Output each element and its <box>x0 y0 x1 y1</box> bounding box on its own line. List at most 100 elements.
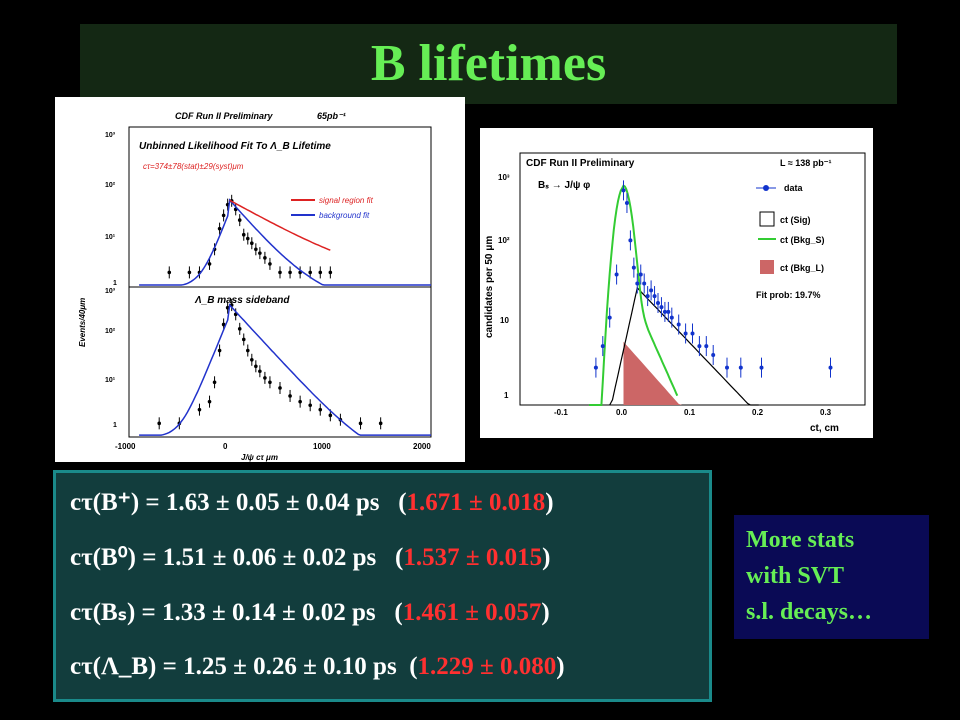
data-point <box>666 309 671 314</box>
data-point <box>207 399 212 404</box>
plot2-ylabel: candidates per 50 μm <box>484 236 495 338</box>
data-point <box>358 421 363 426</box>
data-point <box>207 262 212 266</box>
data-point <box>318 407 323 412</box>
data-point <box>725 365 729 370</box>
data-point <box>662 309 667 314</box>
plot1-b-ytick-10: 10¹ <box>105 377 116 384</box>
data-point <box>828 365 833 370</box>
result-lambda-b-pdg: 1.229 ± 0.080 <box>417 653 557 680</box>
bottom-panel-frame <box>128 286 432 438</box>
plot2-header: CDF Run II Preliminary <box>526 158 635 169</box>
data-point <box>221 322 226 327</box>
result-bs-pdg: 1.461 ± 0.057 <box>402 599 542 626</box>
data-point <box>635 281 640 286</box>
plot1-ytick-10: 10¹ <box>105 234 116 241</box>
plot2-lumi: L ≈ 138 pb⁻¹ <box>780 158 832 168</box>
data-point <box>241 337 246 342</box>
data-point <box>258 369 262 374</box>
data-point <box>221 213 226 218</box>
plot2-process: Bₛ → J/ψ φ <box>538 180 590 191</box>
data-point <box>263 376 267 380</box>
lambda-b-lifetime-svg: CDF Run II Preliminary 65pb⁻¹ Unbinned L… <box>78 111 432 462</box>
data-point <box>308 270 312 275</box>
data-point <box>328 413 333 418</box>
plot1-fit-result: cτ=374±78(stat)±29(syst)μm <box>143 162 244 171</box>
plot1-xtick-1: 0 <box>223 442 228 451</box>
plot2-xlabel: ct, cm <box>810 423 839 434</box>
data-point <box>187 270 192 275</box>
plot1-data-marks <box>139 194 431 436</box>
data-point <box>254 364 258 369</box>
lifetime-results-box: cτ(B⁺) = 1.63 ± 0.05 ± 0.04 ps (1.671 ± … <box>53 470 712 702</box>
data-point <box>241 232 246 237</box>
plot2-fit-prob: Fit prob: 19.7% <box>756 290 821 300</box>
bs-lifetime-svg: CDF Run II Preliminary L ≈ 138 pb⁻¹ Bₛ →… <box>484 152 866 434</box>
plot2-ytick-1: 1 <box>504 391 509 400</box>
data-point <box>690 331 695 336</box>
data-point <box>258 251 262 255</box>
data-point <box>697 344 702 349</box>
legend-bkgl-box <box>760 260 774 274</box>
data-point <box>298 399 302 404</box>
plot2-xtick-2: 0.1 <box>684 408 696 417</box>
data-point <box>268 380 272 385</box>
data-point <box>288 270 292 275</box>
legend-data-label: data <box>784 183 804 193</box>
plot1-lumi: 65pb⁻¹ <box>317 111 346 121</box>
plot2-xtick-1: 0.0 <box>616 408 628 417</box>
result-bs-label: cτ(Bₛ) <box>70 599 136 626</box>
result-lambda-b: cτ(Λ_B) = 1.25 ± 0.26 ± 0.10 ps (1.229 ±… <box>70 653 565 680</box>
plot2-ytick-10: 10 <box>500 316 509 325</box>
data-point <box>263 256 267 260</box>
plot2-xtick-0: -0.1 <box>554 408 568 417</box>
plot1-b-ytick-1: 1 <box>113 422 117 429</box>
result-b-plus-label: cτ(B⁺) <box>70 489 140 516</box>
result-b-plus-pdg: 1.671 ± 0.018 <box>406 489 546 516</box>
note-line-1: More stats <box>746 527 855 553</box>
data-point <box>652 294 657 299</box>
legend-background-label: background fit <box>319 211 370 220</box>
title-bar: B lifetimes <box>80 24 897 104</box>
result-bs-value: = 1.33 ± 0.14 ± 0.02 ps <box>141 599 376 626</box>
data-point <box>704 344 709 349</box>
data-point <box>645 294 650 299</box>
result-b-zero-label: cτ(B⁰) <box>70 544 136 571</box>
data-point <box>157 421 161 426</box>
data-point <box>328 270 333 275</box>
data-point <box>656 300 660 305</box>
plot1-ytick-100: 10² <box>105 182 116 189</box>
data-point <box>268 262 272 266</box>
data-point <box>250 241 254 246</box>
plot2-data-marks <box>589 180 833 406</box>
data-point <box>759 365 764 370</box>
legend-sig-label: ct (Sig) <box>780 215 811 225</box>
result-b-plus: cτ(B⁺) = 1.63 ± 0.05 ± 0.04 ps (1.671 ± … <box>70 489 554 516</box>
data-point <box>378 421 383 426</box>
data-point <box>659 305 664 310</box>
data-point <box>607 315 612 320</box>
result-lambda-b-label: cτ(Λ_B) <box>70 653 157 680</box>
result-b-zero-value: = 1.51 ± 0.06 ± 0.02 ps <box>142 544 377 571</box>
plot1-ytick-1: 1 <box>113 280 117 287</box>
data-point <box>237 327 242 331</box>
result-b-zero: cτ(B⁰) = 1.51 ± 0.06 ± 0.02 ps (1.537 ± … <box>70 544 551 571</box>
plot1-b-ytick-100: 10² <box>105 328 116 335</box>
plot2-xtick-3: 0.2 <box>752 408 764 417</box>
data-point <box>308 403 312 408</box>
data-point <box>318 270 323 275</box>
plot1-b-ytick-1000: 10³ <box>105 288 116 295</box>
legend-bkgl-label: ct (Bkg_L) <box>780 263 824 273</box>
data-point <box>245 348 250 353</box>
data-point <box>711 353 716 358</box>
background-fit-curve <box>139 303 431 436</box>
sideband-label: Λ_B mass sideband <box>194 295 290 306</box>
background-fit-curve <box>139 198 431 286</box>
plot1-xtick-0: -1000 <box>115 442 136 451</box>
data-point <box>624 200 629 205</box>
data-point <box>197 407 202 412</box>
note-line-3: s.l. decays… <box>746 599 872 625</box>
lambda-b-lifetime-plot: CDF Run II Preliminary 65pb⁻¹ Unbinned L… <box>55 97 465 462</box>
result-b-zero-pdg: 1.537 ± 0.015 <box>403 544 543 571</box>
result-lambda-b-value: = 1.25 ± 0.26 ± 0.10 ps <box>162 653 397 680</box>
